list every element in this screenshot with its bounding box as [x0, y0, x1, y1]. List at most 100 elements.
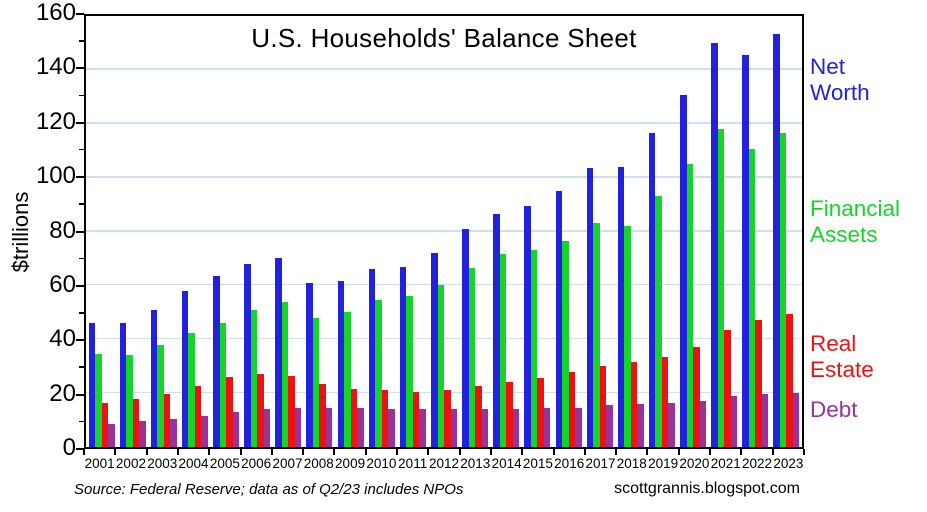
- bar-real-estate-2005: [226, 376, 233, 447]
- legend-real-estate: Real Estate: [810, 331, 874, 382]
- bar-financial-assets-2014: [499, 254, 507, 447]
- bar-debt-2003: [170, 418, 177, 447]
- bar-debt-2008: [325, 407, 333, 447]
- x-axis-tick-16: [583, 449, 586, 455]
- x-axis-tick-9: [364, 449, 367, 455]
- x-axis-label-2005: 2005: [209, 456, 240, 471]
- x-axis-tick-7: [302, 449, 305, 455]
- gridline-140: [86, 68, 802, 70]
- bar-real-estate-2015: [537, 378, 544, 447]
- bar-debt-2005: [232, 411, 240, 447]
- x-axis-tick-3: [176, 449, 179, 455]
- bar-financial-assets-2012: [437, 285, 444, 447]
- x-axis-tick-6: [270, 449, 273, 455]
- bar-net-worth-2010: [368, 269, 376, 447]
- y-axis-label-40: 40: [49, 325, 76, 353]
- legend: Net Worth Financial Assets Real Estate Debt: [810, 0, 926, 470]
- y-axis-tick-160: [76, 13, 84, 15]
- x-axis-tick-0: [83, 449, 85, 455]
- bar-financial-assets-2002: [126, 355, 133, 447]
- x-axis-label-2020: 2020: [679, 456, 710, 471]
- y-axis-label-20: 20: [49, 379, 76, 407]
- bars-layer: [86, 16, 802, 447]
- bar-net-worth-2018: [617, 166, 625, 447]
- bar-financial-assets-2008: [312, 317, 320, 447]
- bar-real-estate-2006: [257, 374, 264, 447]
- bar-net-worth-2021: [711, 42, 718, 447]
- bar-real-estate-2021: [724, 329, 731, 447]
- bar-real-estate-2016: [568, 371, 576, 447]
- x-axis-label-2015: 2015: [522, 456, 553, 471]
- x-axis-label-2021: 2021: [710, 456, 741, 471]
- bar-debt-2013: [481, 409, 489, 447]
- bar-financial-assets-2022: [748, 149, 756, 447]
- bar-debt-2015: [543, 407, 551, 447]
- bar-real-estate-2022: [755, 320, 762, 447]
- plot-area: U.S. Households' Balance Sheet: [84, 14, 804, 449]
- y-axis-label-120: 120: [35, 107, 76, 135]
- x-axis-tick-10: [396, 449, 399, 455]
- bar-net-worth-2007: [275, 258, 282, 447]
- bar-debt-2019: [668, 402, 675, 447]
- bar-debt-2006: [263, 409, 271, 447]
- x-axis-tick-22: [771, 449, 774, 455]
- bar-debt-2018: [637, 403, 644, 447]
- bar-net-worth-2019: [648, 133, 656, 447]
- x-axis-tick-4: [208, 449, 211, 455]
- bar-financial-assets-2007: [281, 301, 289, 447]
- bar-net-worth-2006: [244, 263, 251, 447]
- legend-net-worth: Net Worth: [810, 54, 870, 105]
- bar-real-estate-2018: [630, 362, 638, 447]
- bar-financial-assets-2020: [686, 164, 694, 447]
- x-axis-tick-15: [552, 449, 555, 455]
- bar-debt-2017: [606, 405, 613, 447]
- bar-real-estate-2012: [444, 390, 451, 447]
- bar-financial-assets-2021: [717, 129, 725, 447]
- x-axis-label-2010: 2010: [366, 456, 397, 471]
- y-axis-tick-40: [76, 339, 84, 342]
- y-axis-tick-120: [76, 121, 84, 124]
- bar-debt-2014: [512, 409, 520, 447]
- bar-financial-assets-2005: [219, 323, 227, 447]
- x-axis-label-2004: 2004: [178, 456, 209, 471]
- bar-debt-2001: [108, 424, 115, 447]
- bar-real-estate-2020: [693, 347, 700, 447]
- bar-real-estate-2004: [194, 386, 202, 447]
- x-axis-tick-19: [677, 449, 680, 455]
- bar-debt-2011: [419, 409, 426, 447]
- site-credit: scottgrannis.blogspot.com: [614, 480, 800, 497]
- bar-net-worth-2009: [337, 281, 345, 447]
- x-axis-tick-23: [803, 449, 805, 455]
- bar-real-estate-2008: [319, 383, 326, 447]
- bar-financial-assets-2016: [562, 240, 569, 447]
- bar-financial-assets-2006: [250, 309, 258, 447]
- bar-financial-assets-2023: [779, 133, 787, 447]
- x-axis-tick-8: [333, 449, 336, 455]
- bar-financial-assets-2004: [188, 332, 195, 447]
- x-axis-label-2003: 2003: [147, 456, 178, 471]
- bar-net-worth-2002: [119, 323, 127, 447]
- gridline-40: [86, 337, 802, 340]
- bar-real-estate-2014: [506, 382, 513, 447]
- x-axis-label-2013: 2013: [460, 456, 491, 471]
- bar-debt-2016: [575, 407, 582, 447]
- x-axis-label-2002: 2002: [115, 456, 146, 471]
- bar-debt-2020: [699, 401, 707, 447]
- x-axis-label-2018: 2018: [616, 456, 647, 471]
- y-axis-tick-100: [76, 176, 84, 179]
- bar-net-worth-2003: [150, 309, 158, 447]
- chart-title: U.S. Households' Balance Sheet: [251, 23, 637, 53]
- bar-net-worth-2017: [586, 168, 594, 447]
- bar-debt-2021: [730, 395, 738, 447]
- bar-financial-assets-2001: [95, 354, 102, 447]
- bar-debt-2009: [357, 407, 364, 447]
- x-axis-tick-18: [646, 449, 649, 455]
- bar-net-worth-2012: [431, 253, 438, 447]
- y-axis-label-100: 100: [35, 162, 76, 190]
- bar-financial-assets-2010: [375, 300, 382, 447]
- bar-real-estate-2017: [599, 366, 607, 447]
- x-axis-label-2011: 2011: [398, 456, 428, 471]
- bar-net-worth-2004: [181, 290, 189, 447]
- y-axis-label-0: 0: [62, 434, 76, 462]
